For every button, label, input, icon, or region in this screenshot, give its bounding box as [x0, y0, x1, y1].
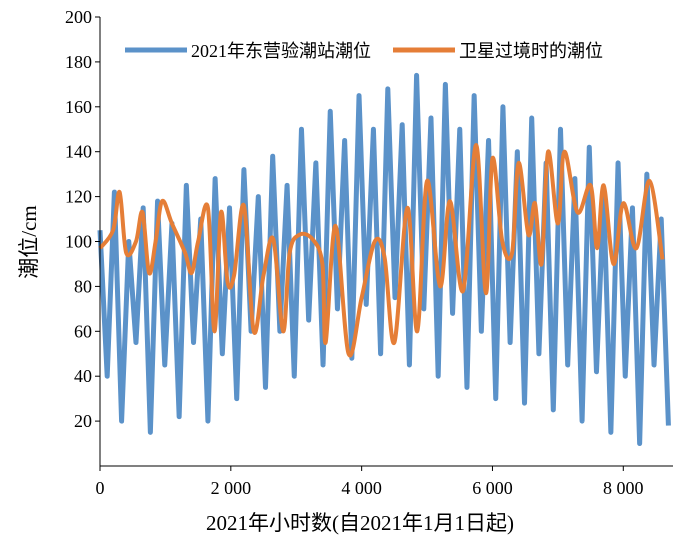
y-tick-label: 180 [65, 52, 92, 72]
legend-label: 2021年东营验潮站潮位 [191, 41, 371, 61]
series-line [98, 142, 665, 358]
y-tick-label: 40 [74, 366, 92, 386]
legend-label: 卫星过境时的潮位 [459, 41, 603, 61]
y-tick-label: 200 [65, 7, 92, 27]
y-tick-label: 20 [74, 411, 92, 431]
x-tick-label: 4 000 [341, 478, 382, 498]
y-tick-label: 100 [65, 232, 92, 252]
x-tick-label: 8 000 [603, 478, 644, 498]
y-tick-label: 140 [65, 142, 92, 162]
x-tick-label: 2 000 [211, 478, 252, 498]
x-axis-label: 2021年小时数(自2021年1月1日起) [206, 511, 514, 535]
y-tick-label: 120 [65, 187, 92, 207]
x-tick-label: 6 000 [472, 478, 513, 498]
series-line [97, 72, 671, 447]
y-tick-label: 60 [74, 321, 92, 341]
x-tick-label: 0 [96, 478, 105, 498]
y-axis-label: 潮位/cm [17, 205, 41, 279]
y-tick-label: 160 [65, 97, 92, 117]
y-tick-label: 80 [74, 276, 92, 296]
